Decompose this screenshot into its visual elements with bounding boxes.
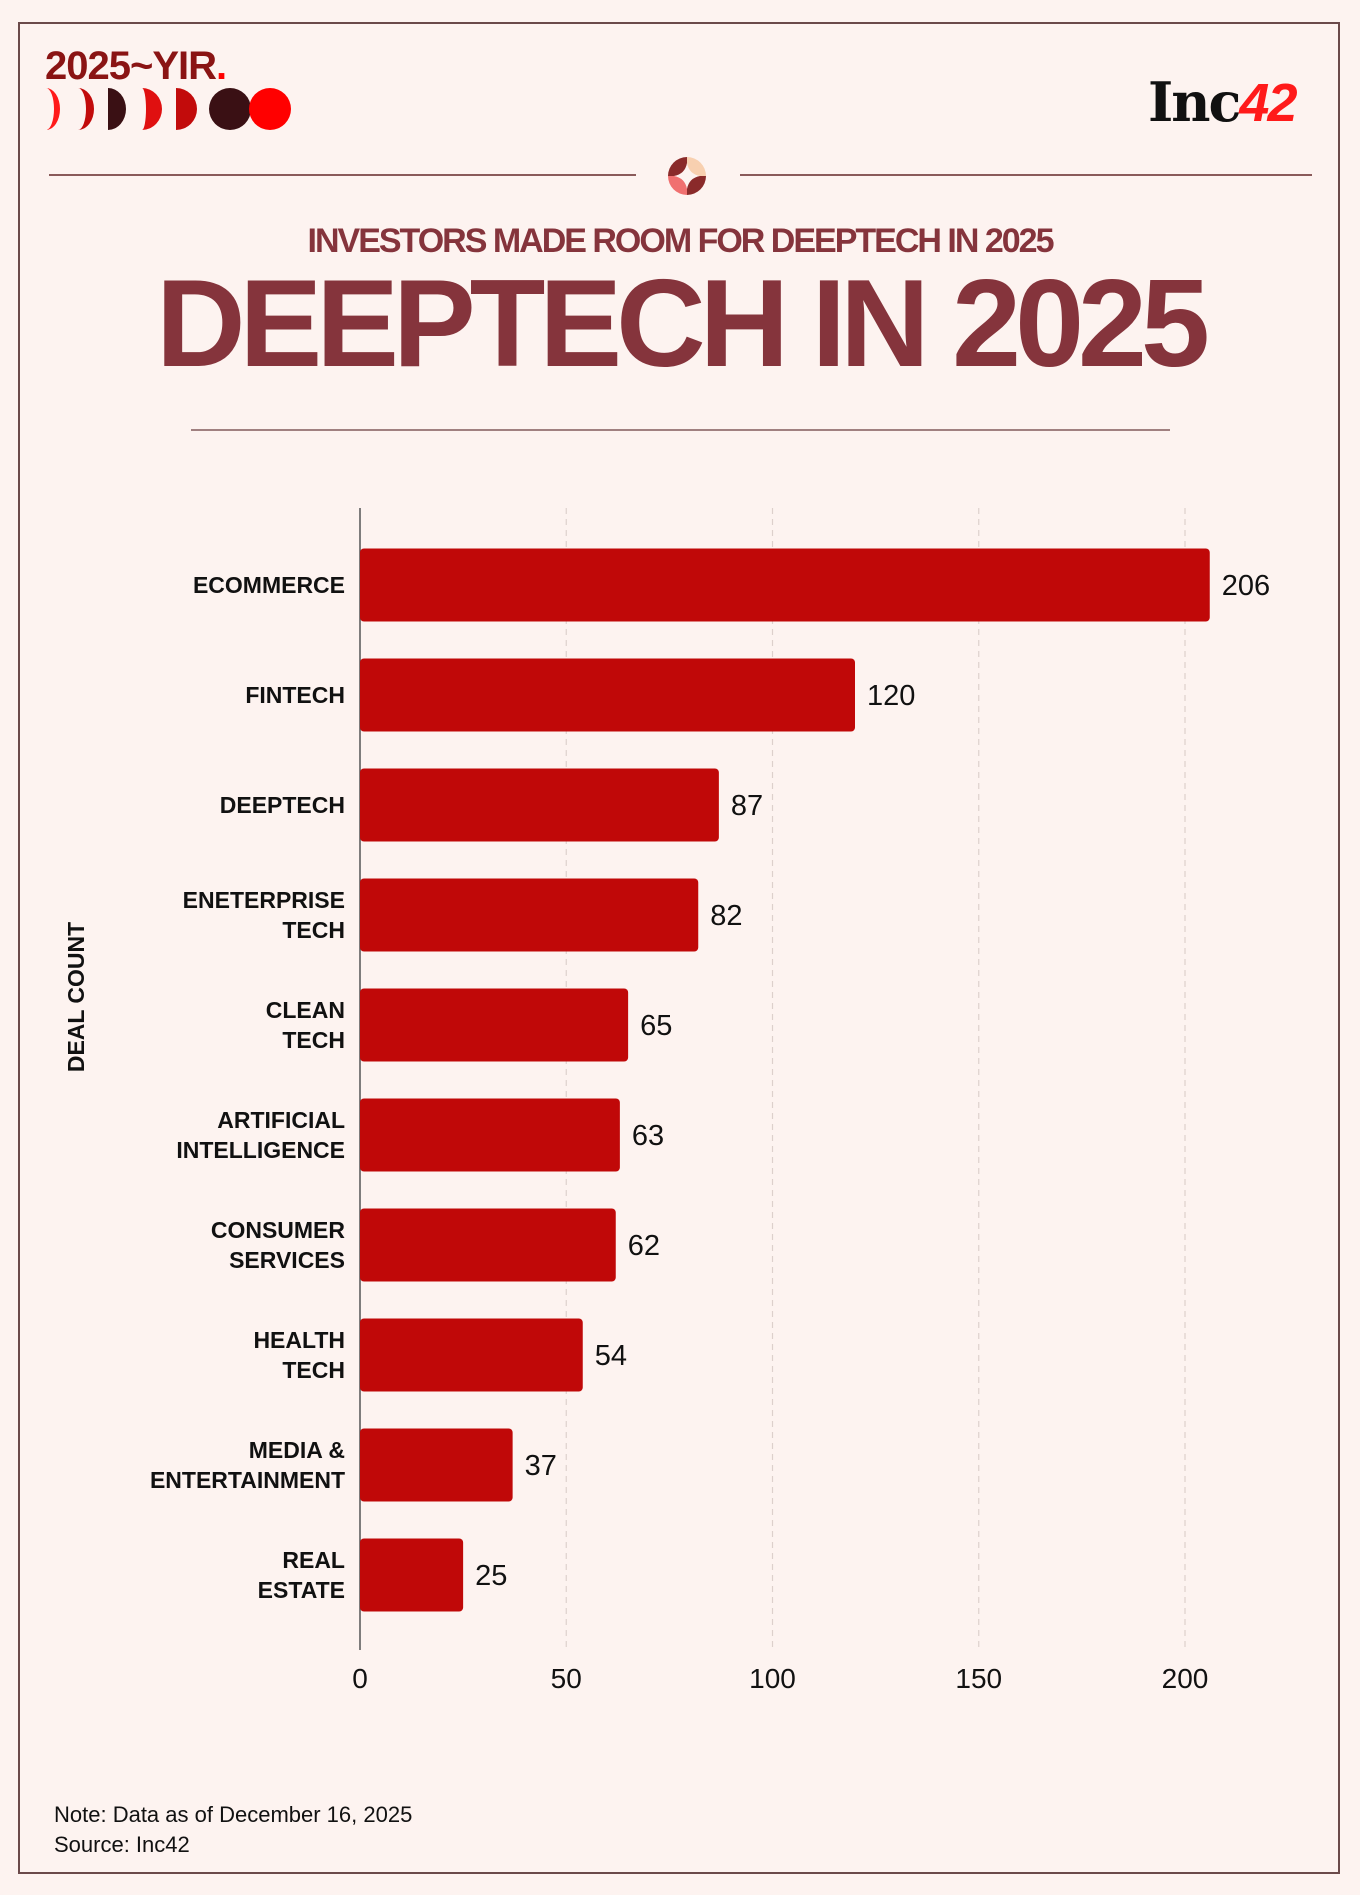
category-label-line: SERVICES (229, 1247, 345, 1273)
category-label-line: CONSUMER (211, 1217, 346, 1243)
bar (360, 988, 629, 1062)
category-label-line: ENETERPRISE (183, 887, 345, 913)
footer: Note: Data as of December 16, 2025 Sourc… (54, 1800, 412, 1860)
bar (360, 1428, 513, 1502)
inc42-logo-number: 42 (1239, 73, 1297, 133)
category-label-line: ESTATE (258, 1577, 345, 1603)
category-label: MEDIA & ENTERTAINMENT (150, 1437, 345, 1493)
x-tick-label: 200 (1162, 1663, 1209, 1694)
chart-subtitle: INVESTORS MADE ROOM FOR DEEPTECH IN 2025 (307, 222, 1055, 260)
category-label: ENETERPRISE TECH (183, 887, 345, 943)
bar (360, 878, 699, 952)
y-axis-label: DEAL COUNT (63, 922, 89, 1072)
category-label: CONSUMER SERVICES (211, 1217, 346, 1273)
footer-source: Source: Inc42 (54, 1832, 190, 1857)
chart-title: DEEPTECH IN 2025 (156, 255, 1210, 393)
title-divider (191, 429, 1170, 431)
category-label-line: INTELLIGENCE (176, 1137, 345, 1163)
bar (360, 658, 855, 732)
x-tick-label: 150 (955, 1663, 1002, 1694)
bar (360, 548, 1210, 622)
bar-value-label: 54 (595, 1340, 627, 1372)
category-label-line: ECOMMERCE (193, 572, 345, 598)
category-label: HEALTH TECH (253, 1327, 345, 1383)
category-label-line: FINTECH (245, 682, 345, 708)
bar (360, 1208, 616, 1282)
bar-value-label: 25 (475, 1560, 507, 1592)
category-label-line: MEDIA & (249, 1437, 345, 1463)
bar-value-label: 120 (867, 680, 915, 712)
inc42-logo-text: Inc (1148, 70, 1241, 134)
category-label-line: CLEAN (266, 997, 345, 1023)
category-label-line: REAL (282, 1547, 345, 1573)
bar-value-label: 65 (640, 1010, 672, 1042)
bar-value-label: 206 (1222, 570, 1270, 602)
category-label-line: TECH (282, 1027, 345, 1053)
footer-note: Note: Data as of December 16, 2025 (54, 1802, 413, 1827)
category-label-line: TECH (282, 1357, 345, 1383)
bar-value-label: 63 (632, 1120, 664, 1152)
series-logo-dot: . (216, 44, 227, 88)
series-logo: 2025~YIR. (45, 44, 227, 89)
bar-value-label: 62 (628, 1230, 660, 1262)
divider-left (49, 174, 636, 176)
moon-phases-icon (46, 88, 291, 130)
bar-value-label: 87 (731, 790, 763, 822)
bar (360, 1538, 464, 1612)
category-label-line: HEALTH (253, 1327, 345, 1353)
category-label: ECOMMERCE (193, 572, 345, 598)
category-label: DEEPTECH (220, 792, 345, 818)
category-label: REAL ESTATE (258, 1547, 345, 1603)
category-label: CLEAN TECH (266, 997, 345, 1053)
category-label: ARTIFICIAL INTELLIGENCE (176, 1107, 345, 1163)
category-label: FINTECH (245, 682, 345, 708)
category-label-line: ENTERTAINMENT (150, 1467, 345, 1493)
bar-value-label: 82 (710, 900, 742, 932)
frame-border (18, 22, 1340, 1874)
bar-value-label: 37 (525, 1450, 557, 1482)
category-label-line: ARTIFICIAL (217, 1107, 345, 1133)
bar (360, 1098, 620, 1172)
star-emblem-icon (668, 157, 706, 195)
series-logo-text: 2025~YIR (45, 44, 217, 88)
divider-right (740, 174, 1312, 176)
category-label-line: DEEPTECH (220, 792, 345, 818)
bar (360, 768, 719, 842)
category-label-line: TECH (282, 917, 345, 943)
bar (360, 1318, 583, 1392)
x-tick-label: 100 (749, 1663, 796, 1694)
x-tick-label: 0 (352, 1663, 368, 1694)
x-tick-label: 50 (551, 1663, 582, 1694)
inc42-logo: Inc42 (1148, 70, 1297, 134)
